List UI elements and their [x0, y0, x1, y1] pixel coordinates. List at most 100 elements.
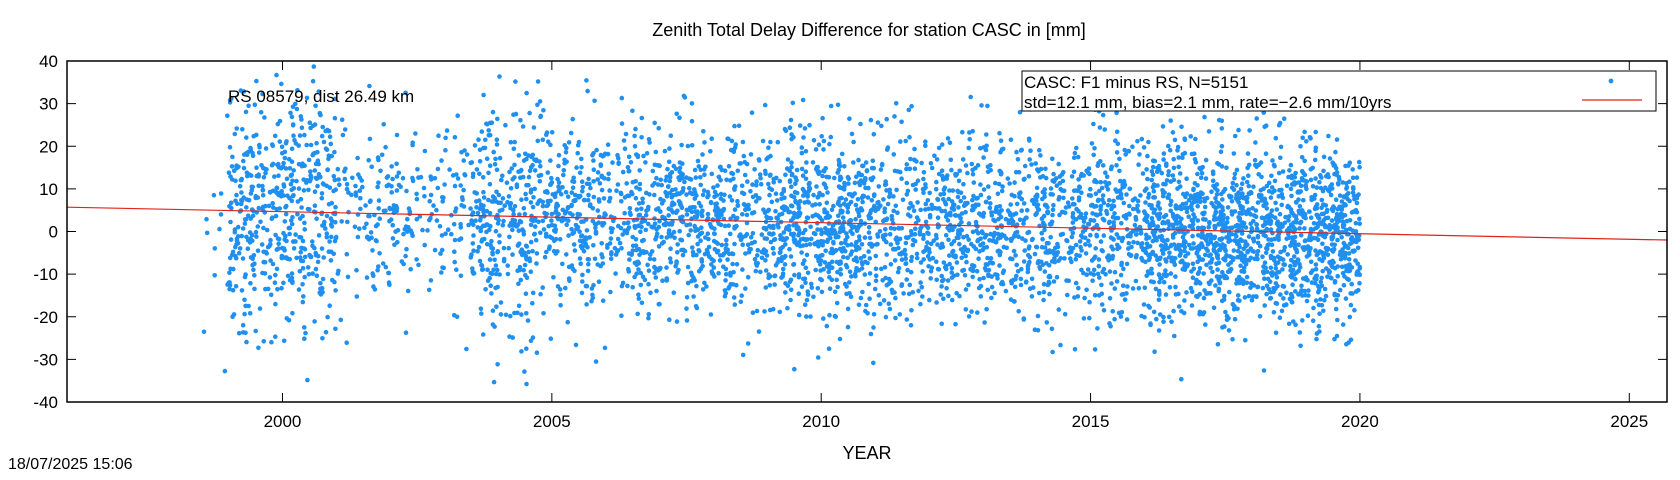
data-point: [740, 242, 745, 247]
data-point: [1031, 201, 1037, 207]
data-point: [1213, 283, 1218, 288]
data-point: [1099, 282, 1104, 288]
data-point: [1349, 281, 1354, 287]
data-point: [885, 201, 891, 207]
data-point: [601, 196, 607, 201]
data-point: [939, 321, 944, 327]
data-point: [532, 157, 537, 162]
data-point: [408, 266, 414, 272]
data-point: [626, 251, 632, 256]
data-point: [451, 221, 457, 227]
data-point: [395, 227, 401, 233]
data-point: [560, 185, 565, 190]
data-point: [691, 294, 696, 299]
data-point: [1260, 254, 1265, 259]
data-point: [289, 221, 295, 227]
data-point: [676, 267, 681, 273]
data-point: [492, 162, 498, 167]
data-point: [1246, 162, 1252, 168]
data-point: [960, 268, 965, 274]
data-point: [497, 272, 502, 277]
data-point: [944, 176, 949, 181]
data-point: [417, 214, 423, 219]
data-point: [432, 247, 438, 253]
data-point: [1114, 163, 1119, 168]
data-point: [1308, 177, 1314, 183]
data-point: [1096, 263, 1102, 269]
data-point: [1278, 249, 1283, 255]
data-point: [702, 280, 707, 286]
data-point: [1114, 150, 1120, 155]
data-point: [497, 233, 502, 238]
data-point: [1233, 223, 1238, 229]
data-point: [401, 261, 406, 267]
data-point: [1350, 291, 1355, 296]
data-point: [1058, 342, 1063, 348]
data-point: [1305, 277, 1310, 283]
data-point: [1242, 295, 1248, 300]
data-point: [863, 176, 868, 181]
data-point: [664, 276, 669, 281]
data-point: [771, 231, 776, 236]
data-point: [500, 173, 505, 179]
data-point: [528, 222, 534, 228]
data-point: [502, 203, 508, 208]
data-point: [530, 301, 535, 306]
data-point: [1098, 179, 1104, 185]
data-point: [684, 295, 690, 300]
data-point: [1070, 230, 1076, 236]
data-point: [1223, 309, 1228, 315]
data-point: [912, 146, 917, 152]
data-point: [870, 158, 876, 164]
data-point: [544, 249, 549, 255]
data-point: [687, 222, 693, 227]
data-point: [1080, 235, 1085, 240]
data-point: [804, 252, 810, 258]
data-point: [675, 242, 680, 247]
data-point: [452, 249, 457, 254]
data-point: [957, 222, 962, 227]
data-point: [528, 187, 534, 193]
data-point: [523, 191, 528, 197]
data-point: [487, 257, 493, 262]
data-point: [475, 249, 480, 254]
data-point: [273, 232, 278, 238]
data-point: [868, 208, 874, 213]
data-point: [1056, 161, 1061, 167]
data-point: [254, 78, 259, 84]
data-point: [520, 124, 526, 129]
data-point: [459, 150, 464, 155]
data-point: [1219, 298, 1225, 304]
data-point: [1208, 265, 1213, 271]
data-point: [1180, 155, 1185, 161]
data-point: [919, 160, 924, 166]
data-point: [1219, 126, 1225, 131]
data-point: [869, 198, 875, 203]
data-point: [533, 237, 539, 243]
data-point: [762, 236, 768, 241]
data-point: [394, 205, 400, 211]
data-point: [1202, 288, 1207, 293]
data-point: [500, 196, 506, 201]
data-point: [1050, 156, 1055, 162]
data-point: [811, 294, 816, 300]
data-point: [929, 202, 934, 208]
data-point: [826, 269, 831, 275]
data-point: [995, 276, 1000, 281]
data-point: [566, 140, 572, 145]
data-point: [1088, 186, 1093, 192]
data-point: [788, 287, 794, 293]
data-point: [912, 157, 917, 162]
data-point: [564, 252, 569, 257]
data-point: [1350, 167, 1355, 172]
data-point: [241, 158, 246, 164]
data-point: [1065, 292, 1070, 298]
data-point: [1317, 257, 1322, 262]
data-point: [583, 235, 588, 240]
data-point: [1288, 222, 1294, 227]
data-point: [1314, 336, 1319, 342]
data-point: [851, 160, 856, 165]
data-point: [592, 221, 598, 227]
data-point: [535, 138, 541, 144]
data-point: [1293, 214, 1299, 219]
